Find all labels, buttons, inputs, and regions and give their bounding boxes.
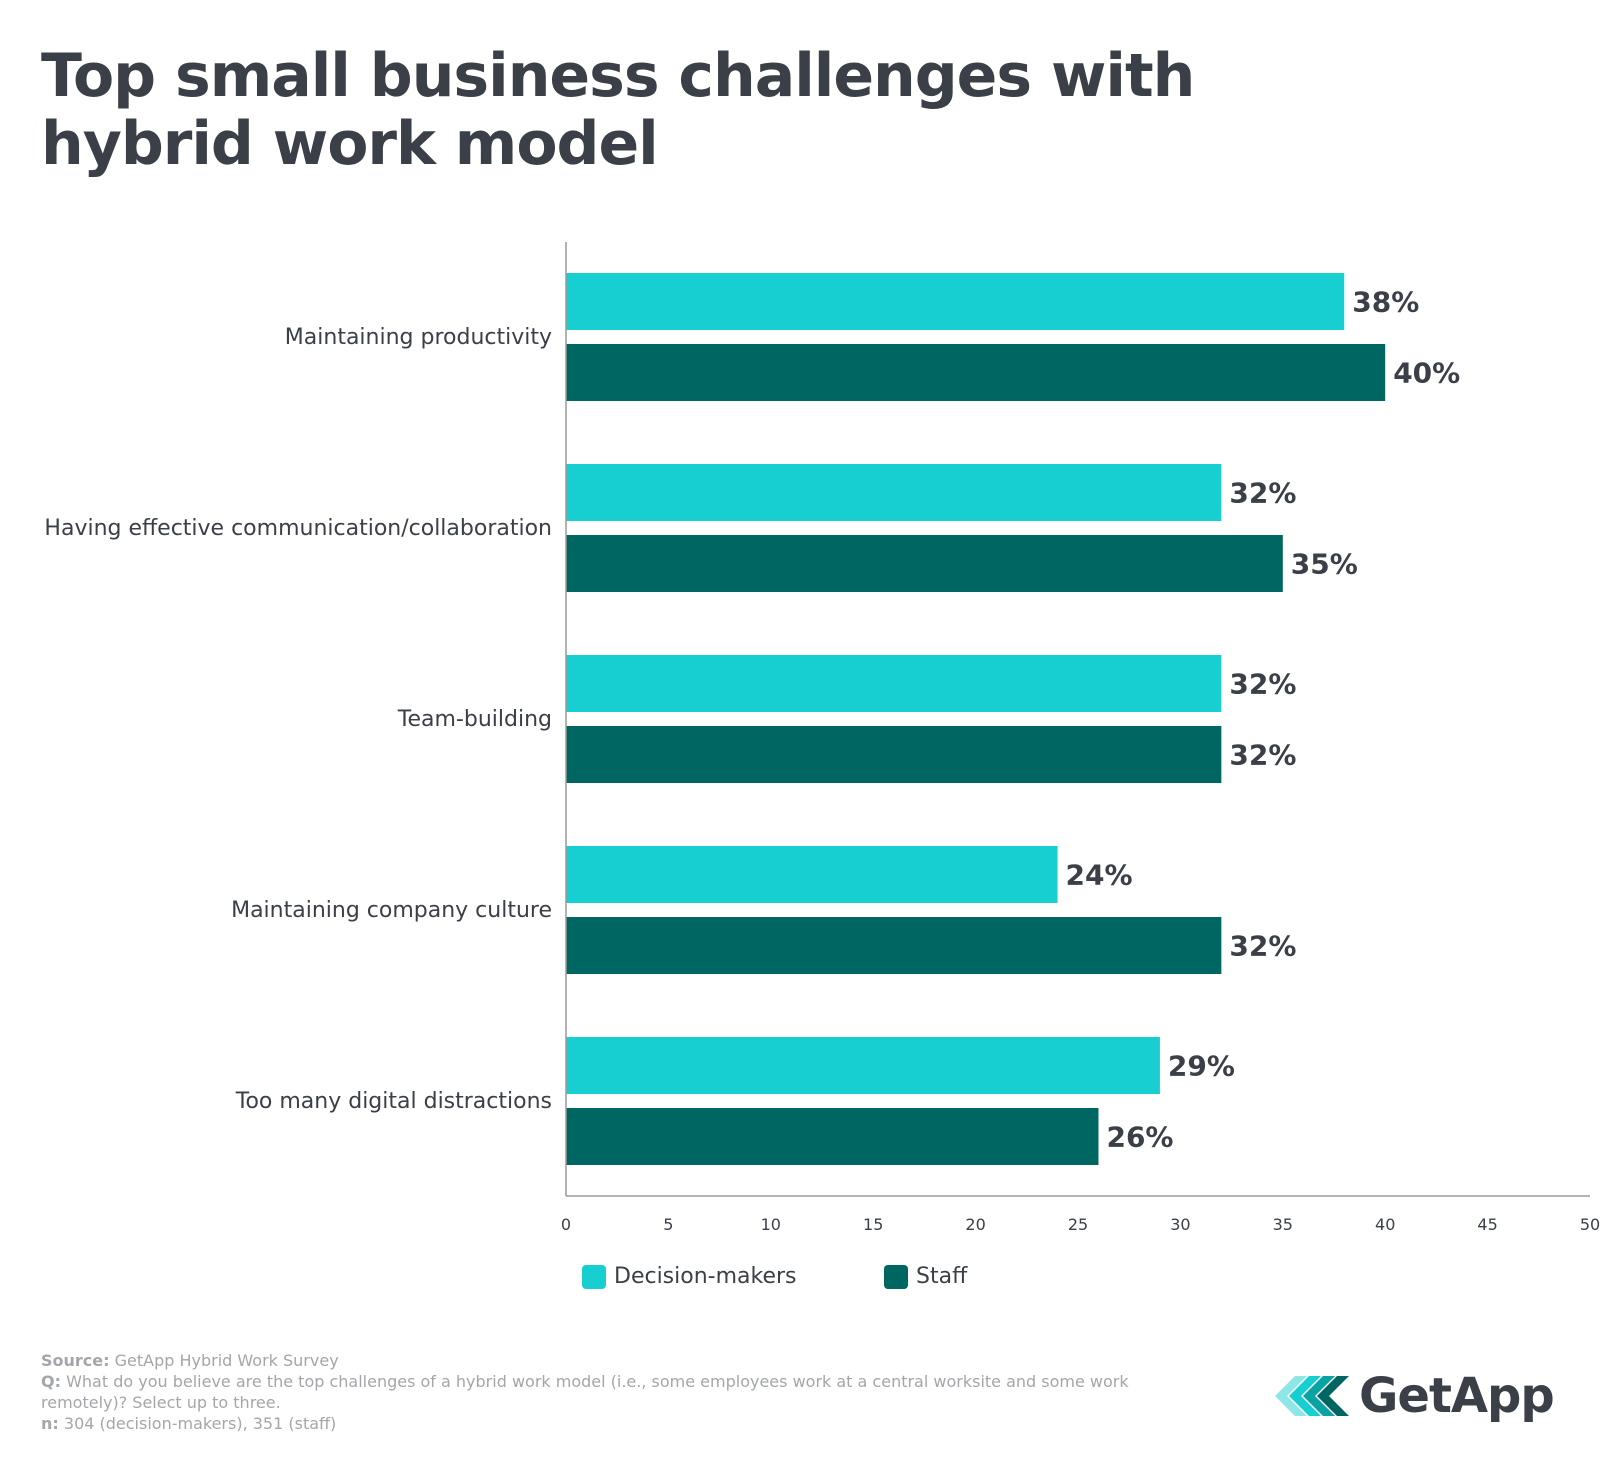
bar-staff <box>566 726 1222 783</box>
data-label: 35% <box>1291 548 1358 581</box>
bar-decision-makers <box>566 655 1222 712</box>
data-label: 38% <box>1352 286 1419 319</box>
x-tick-label: 0 <box>561 1215 571 1230</box>
data-label: 24% <box>1066 859 1133 892</box>
bar-decision-makers <box>566 1037 1160 1094</box>
x-tick-label: 30 <box>1170 1215 1190 1230</box>
legend-label-staff: Staff <box>916 1264 968 1289</box>
legend-swatch-decision-makers <box>582 1264 606 1289</box>
bar-chart: Maintaining productivity 38% 40% Having eff… <box>44 242 1600 1230</box>
bar-staff <box>566 344 1386 401</box>
data-label: 32% <box>1229 477 1296 510</box>
x-tick-label: 40 <box>1375 1215 1395 1230</box>
footnote-source: Source: GetApp Hybrid Work Survey <box>41 1351 339 1370</box>
bar-staff <box>566 535 1283 592</box>
legend-label-decision-makers: Decision-makers <box>614 1264 797 1289</box>
legend-swatch-staff <box>884 1264 908 1289</box>
bar-decision-makers <box>566 846 1058 903</box>
bar-decision-makers <box>566 464 1222 521</box>
x-tick-label: 20 <box>965 1215 985 1230</box>
chart-title-line-1: Top small business challenges with <box>41 41 1195 111</box>
legend-item-staff: Staff <box>884 1264 967 1289</box>
getapp-logo-text: GetApp <box>1359 1368 1555 1424</box>
bar-staff <box>566 1108 1099 1165</box>
chart-title-line-2: hybrid work model <box>41 109 659 179</box>
data-label: 32% <box>1229 930 1296 963</box>
data-label: 26% <box>1106 1121 1173 1154</box>
category-label: Maintaining productivity <box>285 325 552 350</box>
legend-item-decision-makers: Decision-makers <box>582 1264 797 1289</box>
x-tick-label: 50 <box>1580 1215 1600 1230</box>
bar-decision-makers <box>566 273 1345 330</box>
data-label: 32% <box>1229 668 1296 701</box>
getapp-chevrons-icon <box>1275 1376 1349 1416</box>
footnote-question: Q: What do you believe are the top chall… <box>41 1372 1129 1412</box>
x-tick-label: 5 <box>663 1215 673 1230</box>
footnote: Source: GetApp Hybrid Work Survey Q: Wha… <box>41 1350 1181 1434</box>
x-tick-label: 25 <box>1068 1215 1088 1230</box>
category-label: Too many digital distractions <box>235 1089 552 1114</box>
bar-staff <box>566 917 1222 974</box>
category-label: Having effective communication/collabora… <box>44 516 552 541</box>
data-label: 29% <box>1168 1050 1235 1083</box>
x-tick-label: 45 <box>1477 1215 1497 1230</box>
chart-title: Top small business challenges with hybri… <box>41 41 1195 179</box>
category-label: Team-building <box>397 707 552 732</box>
footnote-sample-size: n: 304 (decision-makers), 351 (staff) <box>41 1414 337 1433</box>
getapp-logo: GetApp <box>1275 1368 1555 1424</box>
x-tick-label: 10 <box>761 1215 781 1230</box>
category-label: Maintaining company culture <box>231 898 552 923</box>
x-tick-label: 15 <box>863 1215 883 1230</box>
data-label: 32% <box>1229 739 1296 772</box>
data-label: 40% <box>1393 357 1460 390</box>
x-tick-label: 35 <box>1273 1215 1293 1230</box>
